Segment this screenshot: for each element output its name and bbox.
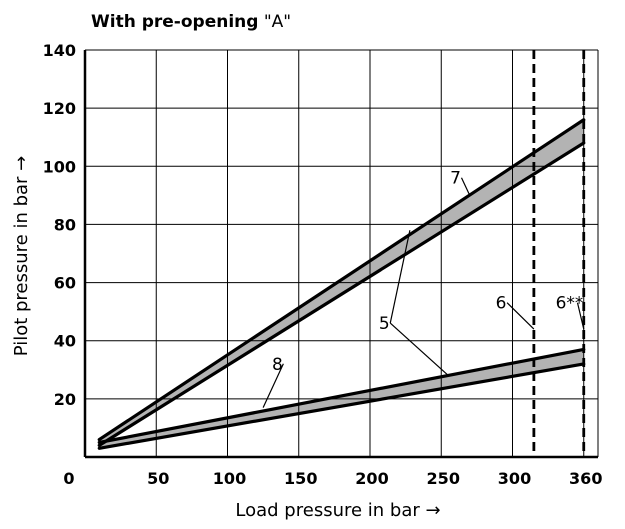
annotation-label-3: 8 bbox=[272, 355, 283, 375]
x-tick-label: 100 bbox=[213, 469, 246, 488]
lines-layer bbox=[97, 50, 586, 457]
band-1-upper-line bbox=[97, 118, 586, 442]
y-tick-label: 100 bbox=[43, 157, 76, 176]
band-2-lower-line bbox=[97, 362, 586, 450]
chart-title: With pre-opening "A" bbox=[91, 12, 291, 32]
y-tick-label: 120 bbox=[43, 99, 76, 118]
x-tick-label: 250 bbox=[427, 469, 460, 488]
y-tick-label: 40 bbox=[54, 332, 76, 351]
ticks-layer: 20 40 60 80 100 120 140 50 100 150 200 250 300 360 0 bbox=[43, 41, 603, 488]
y-tick-label: 60 bbox=[54, 274, 76, 293]
x-tick-label: 200 bbox=[355, 469, 388, 488]
leader-line-5 bbox=[576, 302, 585, 330]
y-axis-label: Pilot pressure in bar → bbox=[11, 156, 32, 357]
x-tick-label-origin: 0 bbox=[63, 469, 74, 488]
leader-line-1 bbox=[460, 177, 471, 196]
annotation-label-1: 7 bbox=[450, 169, 461, 189]
x-axis-label: Load pressure in bar → bbox=[235, 500, 440, 521]
chart-title-rest: "A" bbox=[258, 12, 291, 32]
y-tick-label: 80 bbox=[54, 215, 76, 234]
x-tick-label: 150 bbox=[284, 469, 317, 488]
x-tick-label: 300 bbox=[498, 469, 531, 488]
leader-line-4 bbox=[506, 302, 535, 330]
leader-line-2 bbox=[389, 322, 449, 377]
y-tick-label: 140 bbox=[43, 41, 76, 60]
band-2-upper-line bbox=[97, 347, 586, 445]
annotations-layer: 7 5 8 6 6** bbox=[262, 169, 585, 408]
band-1-lower-line bbox=[97, 141, 586, 447]
annotation-label-2: 5 bbox=[379, 314, 390, 334]
leader-line-2 bbox=[389, 230, 411, 324]
leader-line-3 bbox=[262, 363, 284, 408]
x-tick-label: 50 bbox=[147, 469, 169, 488]
annotation-label-4: 6 bbox=[496, 294, 507, 314]
y-tick-label: 20 bbox=[54, 390, 76, 409]
annotation-label-5: 6** bbox=[556, 294, 584, 314]
chart-title-bold: With pre-opening bbox=[91, 12, 258, 32]
x-tick-label: 360 bbox=[569, 469, 602, 488]
